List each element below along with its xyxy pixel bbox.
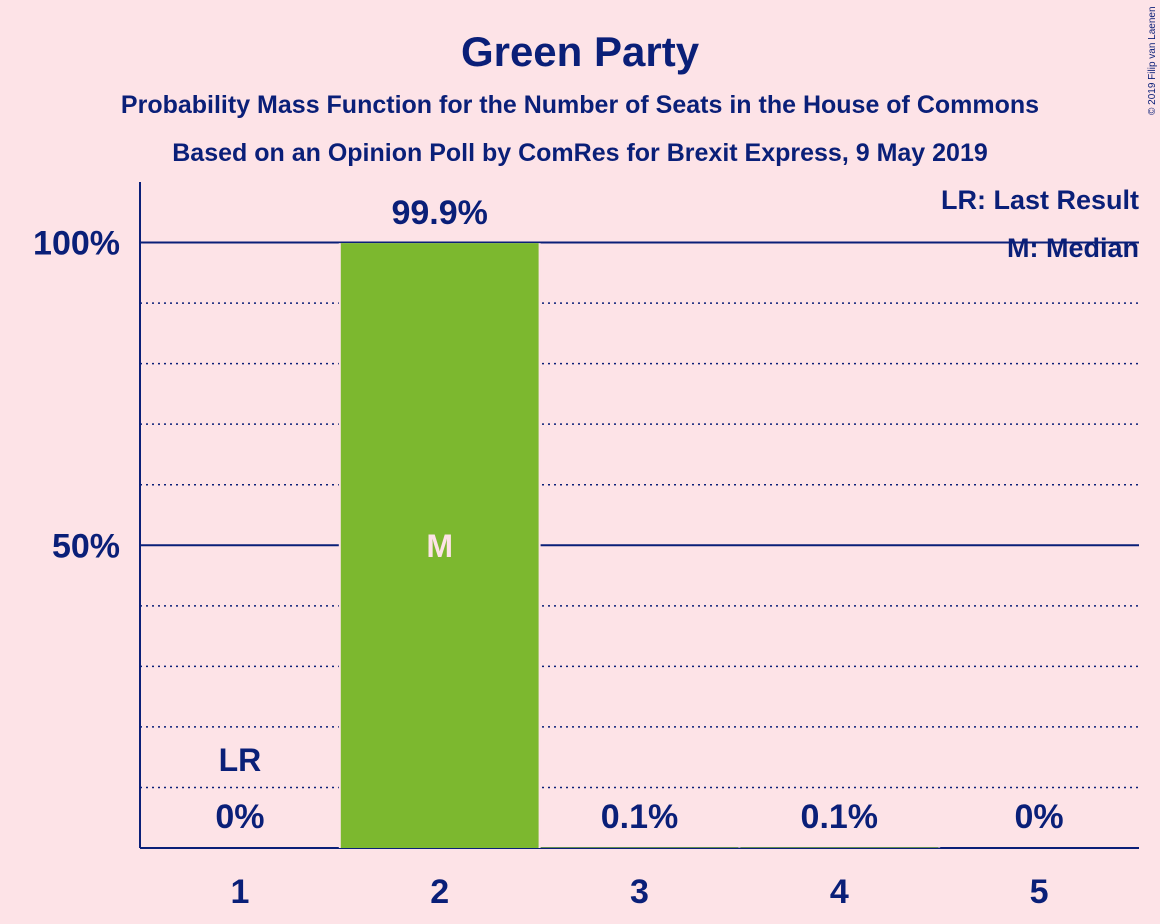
x-tick-label: 4 [830,873,849,911]
last-result-marker: LR [219,742,262,778]
bar-4 [740,847,939,848]
data-label: 0.1% [601,798,679,836]
chart-subtitle-line-2: Based on an Opinion Poll by ComRes for B… [172,139,988,167]
bar-2 [340,243,539,849]
median-marker: M [426,528,453,564]
chart-title: Green Party [461,28,700,75]
y-tick-label: 100% [33,225,120,263]
data-label: 99.9% [391,194,487,232]
x-tick-label: 5 [1030,873,1049,911]
chart-subtitle-line-1: Probability Mass Function for the Number… [121,91,1039,119]
y-tick-label: 50% [52,527,120,565]
bar-3 [540,847,739,848]
data-label: 0% [1015,798,1064,836]
bars [338,243,941,849]
x-tick-label: 2 [430,873,449,911]
data-label: 0.1% [801,798,879,836]
legend-median: M: Median [1007,233,1139,263]
labels: 50%100%1 2 3 4 50%99.9%0.1% 0.1% 0%LRM [33,194,1064,911]
grid [139,182,1139,849]
x-tick-label: 3 [630,873,649,911]
legend-last-result: LR: Last Result [941,185,1139,215]
x-tick-label: 1 [230,873,249,911]
data-label: 0% [215,798,264,836]
copyright: © 2019 Filip van Laenen [1147,6,1158,115]
